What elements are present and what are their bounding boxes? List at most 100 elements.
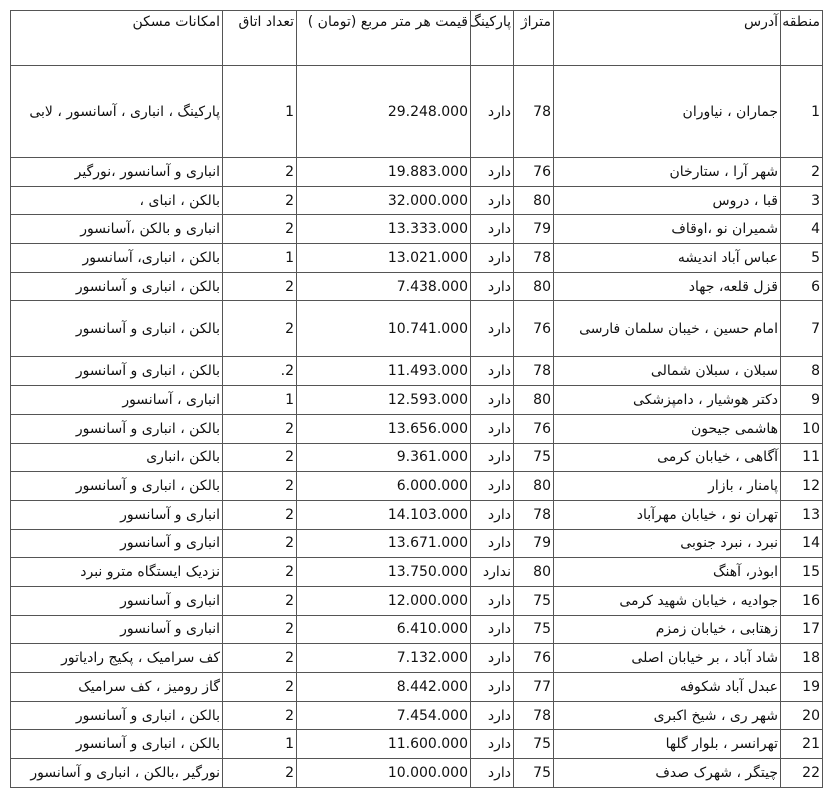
cell-amenities: گاز رومیز ، کف سرامیک [10,672,223,702]
cell-area: 80 [513,271,554,302]
cell-rooms: 2 [222,528,297,559]
housing-table: منطقه آدرس متراژ پارکینگ قیمت هر متر مرب… [10,10,823,788]
table-row: 18 شاد آباد ، بر خیابان اصلی 76 دارد 7.132.0… [10,643,823,673]
table-row: 11 آگاهی ، خیابان کرمی 75 دارد 9.361.000 2 بال… [10,442,823,473]
cell-area: 78 [513,243,554,273]
cell-area: 80 [513,557,554,587]
cell-area: 80 [513,185,554,216]
cell-price: 13.021.000 [296,243,471,273]
table-row: 1 جماران ، نیاوران 78 دارد 29.248.000 1 پارکین… [10,65,823,158]
header-area: متراژ [513,10,554,66]
table-row: 21 تهرانسر ، بلوار گلها 75 دارد 11.600.000 1 ب… [10,729,823,760]
cell-region: 15 [780,557,823,587]
cell-region: 3 [780,185,823,216]
cell-area: 75 [513,729,554,760]
cell-parking: دارد [470,758,514,788]
cell-region: 12 [780,471,823,501]
cell-area: 79 [513,214,554,245]
cell-price: 6.000.000 [296,471,471,501]
cell-region: 2 [780,157,823,187]
cell-amenities: انباری و بالکن ،آسانسور [10,214,223,245]
table-row: 12 پامنار ، بازار 80 دارد 6.000.000 2 بالکن ، … [10,471,823,501]
cell-parking: دارد [470,729,514,760]
cell-rooms: 2 [222,700,297,731]
cell-rooms: 2 [222,643,297,673]
cell-parking: دارد [470,614,514,645]
header-region: منطقه [780,10,823,66]
cell-address: سبلان ، سبلان شمالی [553,356,781,387]
cell-address: عباس آباد اندیشه [553,243,781,273]
cell-address: عبدل آباد شکوفه [553,672,781,702]
cell-rooms: 2 [222,471,297,501]
cell-rooms: 2 [222,758,297,788]
table-row: 6 قزل قلعه، جهاد 80 دارد 7.438.000 2 بالکن ، ا… [10,271,823,302]
cell-price: 13.671.000 [296,528,471,559]
cell-address: جوادیه ، خیابان شهید کرمی [553,585,781,616]
cell-region: 10 [780,413,823,444]
cell-parking: دارد [470,300,514,358]
cell-address: تهرانسر ، بلوار گلها [553,729,781,760]
cell-price: 11.493.000 [296,356,471,387]
cell-rooms: 2. [222,356,297,387]
cell-area: 76 [513,643,554,673]
cell-price: 10.000.000 [296,758,471,788]
cell-region: 17 [780,614,823,645]
cell-rooms: 2 [222,442,297,473]
cell-amenities: پارکینگ ، انباری ، آسانسور ، لابی [10,65,223,158]
cell-region: 16 [780,585,823,616]
cell-parking: دارد [470,585,514,616]
cell-region: 7 [780,300,823,358]
cell-region: 13 [780,499,823,530]
header-address: آدرس [553,10,781,66]
cell-area: 78 [513,499,554,530]
cell-amenities: بالکن ، انباری و آسانسور [10,700,223,731]
cell-amenities: نورگیر ،بالکن ، انباری و آسانسور [10,758,223,788]
cell-parking: دارد [470,65,514,158]
cell-parking: دارد [470,157,514,187]
cell-amenities: بالکن ، انباری و آسانسور [10,271,223,302]
cell-region: 19 [780,672,823,702]
cell-area: 78 [513,700,554,731]
cell-area: 76 [513,157,554,187]
cell-rooms: 2 [222,557,297,587]
cell-parking: ندارد [470,557,514,587]
cell-rooms: 1 [222,65,297,158]
cell-rooms: 2 [222,271,297,302]
cell-region: 11 [780,442,823,473]
cell-price: 13.333.000 [296,214,471,245]
cell-address: نبرد ، نبرد جنوبی [553,528,781,559]
cell-amenities: انباری و آسانسور ،نورگیر [10,157,223,187]
cell-amenities: بالکن ، انباری و آسانسور [10,356,223,387]
cell-amenities: انباری و آسانسور [10,585,223,616]
cell-price: 8.442.000 [296,672,471,702]
table-row: 15 ابوذر، آهنگ 80 ندارد 13.750.000 2 نزدیک ایس… [10,557,823,587]
cell-rooms: 1 [222,729,297,760]
cell-address: شهر آرا ، ستارخان [553,157,781,187]
table-row: 19 عبدل آباد شکوفه 77 دارد 8.442.000 2 گاز روم… [10,672,823,702]
cell-address: شهر ری ، شیخ اکبری [553,700,781,731]
cell-price: 7.438.000 [296,271,471,302]
cell-price: 12.593.000 [296,385,471,415]
cell-price: 32.000.000 [296,185,471,216]
cell-parking: دارد [470,672,514,702]
table-row: 14 نبرد ، نبرد جنوبی 79 دارد 13.671.000 2 انبا… [10,528,823,559]
cell-rooms: 2 [222,185,297,216]
cell-rooms: 2 [222,585,297,616]
cell-region: 8 [780,356,823,387]
cell-price: 13.656.000 [296,413,471,444]
cell-parking: دارد [470,385,514,415]
cell-parking: دارد [470,356,514,387]
cell-region: 9 [780,385,823,415]
cell-region: 22 [780,758,823,788]
cell-price: 14.103.000 [296,499,471,530]
cell-amenities: انباری ، آسانسور [10,385,223,415]
cell-rooms: 2 [222,672,297,702]
cell-rooms: 1 [222,385,297,415]
cell-address: دکتر هوشیار ، دامپزشکی [553,385,781,415]
table-row: 8 سبلان ، سبلان شمالی 78 دارد 11.493.000 2. با… [10,356,823,387]
cell-address: قزل قلعه، جهاد [553,271,781,302]
table-row: 17 زهتابی ، خیابان زمزم 75 دارد 6.410.000 2 ان… [10,614,823,645]
cell-parking: دارد [470,528,514,559]
cell-address: آگاهی ، خیابان کرمی [553,442,781,473]
table-row: 22 چیتگر ، شهرک صدف 75 دارد 10.000.000 2 نورگی… [10,758,823,788]
